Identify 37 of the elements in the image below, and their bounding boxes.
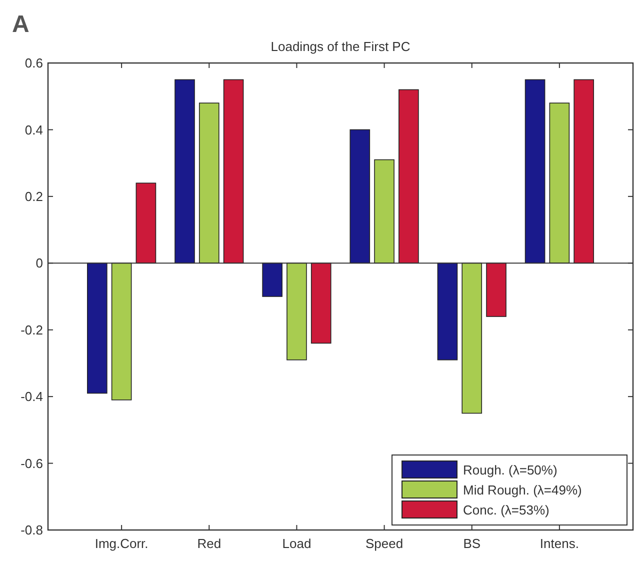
text: A (12, 11, 30, 38)
bar (437, 262, 458, 360)
chart-title: Loadings of the First PC (270, 39, 410, 54)
bar (310, 262, 332, 344)
x-tick-label: Intens. (540, 536, 579, 551)
x-tick-label: Load (282, 536, 312, 551)
y-tick-label: -0.4 (20, 389, 43, 404)
bar (486, 262, 506, 317)
bar (574, 79, 594, 264)
bar (198, 102, 220, 264)
bar (87, 262, 108, 394)
y-tick-label: -0.6 (20, 456, 43, 471)
bar (286, 262, 307, 360)
bar (398, 89, 419, 264)
y-tick-label: 0.6 (24, 56, 43, 71)
legend-label: Mid Rough. (λ=49%) (463, 482, 582, 498)
bar (462, 262, 482, 414)
y-tick-label: -0.8 (20, 522, 43, 538)
y-tick-label: 0 (36, 256, 43, 271)
bar (136, 182, 156, 264)
bar (223, 79, 244, 264)
bar (374, 159, 394, 264)
bar (524, 79, 546, 264)
y-tick-label: 0.4 (24, 122, 43, 138)
bar (111, 262, 132, 400)
bar (549, 102, 570, 264)
y-tick-label: 0.2 (24, 188, 43, 204)
bar (174, 79, 195, 264)
y-tick-label: -0.2 (20, 322, 43, 338)
legend-label: Rough. (λ=50%) (463, 462, 558, 478)
legend-label: Conc. (λ=53%) (463, 502, 550, 518)
x-tick-label: Red (197, 536, 222, 551)
bar (350, 129, 370, 264)
x-tick-label: Speed (365, 536, 404, 551)
bar (262, 262, 282, 297)
x-tick-label: Img.Corr. (94, 536, 148, 551)
x-tick-label: BS (463, 536, 481, 551)
